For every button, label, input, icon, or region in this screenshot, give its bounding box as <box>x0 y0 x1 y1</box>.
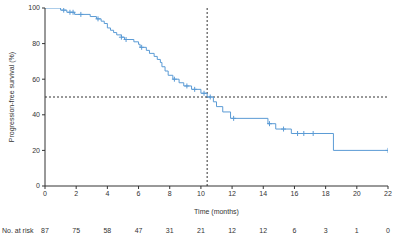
svg-text:8: 8 <box>168 190 172 197</box>
svg-text:12: 12 <box>228 190 236 197</box>
svg-text:80: 80 <box>32 40 40 47</box>
svg-text:Progression-free survival (%): Progression-free survival (%) <box>8 52 16 142</box>
svg-text:6: 6 <box>137 190 141 197</box>
svg-text:4: 4 <box>105 190 109 197</box>
html-text:3: 3 <box>323 227 328 234</box>
html-text:0: 0 <box>386 227 390 234</box>
html-text:6: 6 <box>292 227 297 234</box>
svg-text:100: 100 <box>28 4 40 11</box>
html-text:12: 12 <box>259 227 268 234</box>
svg-text:16: 16 <box>291 190 299 197</box>
svg-text:Time (months): Time (months) <box>194 208 239 216</box>
svg-text:0: 0 <box>36 182 40 189</box>
svg-text:10: 10 <box>197 190 205 197</box>
html-text:21: 21 <box>197 227 205 234</box>
html-text:No. at risk: No. at risk <box>2 227 34 234</box>
svg-text:2: 2 <box>74 190 78 197</box>
svg-text:20: 20 <box>353 190 361 197</box>
html-text:31: 31 <box>165 227 174 234</box>
html-text:58: 58 <box>103 227 112 234</box>
svg-text:40: 40 <box>32 111 40 118</box>
html-text:47: 47 <box>134 227 143 234</box>
html-text:75: 75 <box>72 227 81 234</box>
html-text:87: 87 <box>41 227 49 234</box>
html-text:12: 12 <box>228 227 236 234</box>
svg-text:0: 0 <box>43 190 47 197</box>
svg-text:20: 20 <box>32 147 40 154</box>
svg-text:22: 22 <box>384 190 392 197</box>
svg-text:14: 14 <box>259 190 267 197</box>
html-text:1: 1 <box>354 227 359 234</box>
svg-text:60: 60 <box>32 76 40 83</box>
svg-text:18: 18 <box>322 190 330 197</box>
